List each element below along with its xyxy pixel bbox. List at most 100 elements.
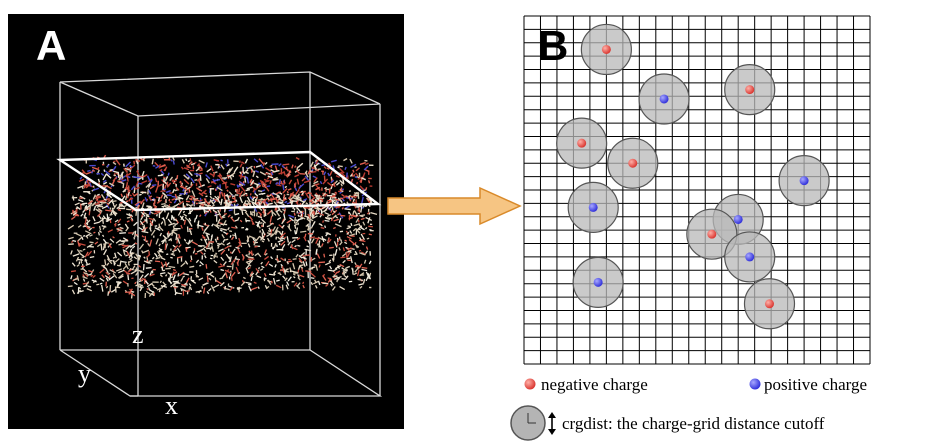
membrane-atom bbox=[331, 193, 336, 196]
membrane-atom bbox=[188, 197, 193, 201]
membrane-atom bbox=[247, 266, 251, 270]
membrane-atom bbox=[159, 280, 162, 284]
membrane-atom bbox=[208, 242, 211, 248]
membrane-atom bbox=[315, 264, 319, 271]
membrane-atom bbox=[293, 216, 297, 224]
membrane-atom bbox=[146, 240, 149, 243]
membrane-atom bbox=[213, 253, 216, 258]
membrane-atom bbox=[339, 286, 346, 291]
membrane-atom bbox=[104, 170, 111, 176]
membrane-atom bbox=[118, 275, 124, 279]
membrane-atom bbox=[132, 175, 140, 179]
membrane-atom bbox=[355, 227, 361, 234]
membrane-atom bbox=[130, 217, 134, 221]
membrane-atom bbox=[311, 184, 316, 188]
membrane-atom bbox=[313, 164, 317, 170]
membrane-atom bbox=[188, 286, 191, 291]
membrane-atom bbox=[323, 166, 327, 170]
membrane-atom bbox=[238, 241, 242, 246]
membrane-atom bbox=[203, 203, 210, 208]
membrane-atom bbox=[313, 264, 317, 267]
membrane-atom bbox=[278, 272, 282, 276]
membrane-atom bbox=[142, 264, 145, 271]
membrane-atom bbox=[299, 252, 306, 258]
membrane-atom bbox=[332, 210, 336, 213]
membrane-atom bbox=[134, 200, 141, 206]
membrane-atom bbox=[327, 277, 333, 281]
membrane-atom bbox=[285, 284, 289, 290]
membrane-atom bbox=[209, 199, 215, 205]
membrane-atom bbox=[210, 242, 213, 245]
membrane-atom bbox=[117, 171, 120, 178]
membrane-atom bbox=[235, 266, 240, 274]
legend: negative charge positive charge crgdist:… bbox=[510, 375, 867, 441]
membrane-atom bbox=[359, 185, 365, 191]
membrane-atom bbox=[208, 277, 212, 281]
membrane-atom bbox=[234, 232, 237, 240]
membrane-atom bbox=[84, 230, 92, 235]
membrane-atom bbox=[83, 272, 88, 275]
membrane-atom bbox=[213, 179, 221, 182]
membrane-atom bbox=[332, 275, 338, 278]
membrane-atom bbox=[114, 286, 121, 289]
membrane-atom bbox=[322, 178, 329, 185]
membrane-atom bbox=[365, 246, 369, 250]
membrane-atom bbox=[182, 188, 185, 192]
membrane-atom bbox=[282, 163, 290, 166]
membrane-atom bbox=[150, 211, 154, 215]
membrane-atom bbox=[129, 268, 134, 271]
membrane-atom bbox=[170, 159, 173, 162]
membrane-atom bbox=[314, 285, 318, 289]
membrane-atom bbox=[88, 181, 92, 187]
membrane-atom bbox=[220, 242, 225, 246]
membrane-atom bbox=[253, 165, 256, 169]
membrane-atom bbox=[278, 179, 281, 186]
membrane-atom bbox=[240, 185, 246, 193]
membrane-atom bbox=[334, 223, 342, 228]
membrane-atom bbox=[81, 236, 84, 240]
membrane-atom bbox=[116, 204, 122, 210]
membrane-atom bbox=[356, 181, 359, 185]
membrane-atom bbox=[275, 191, 281, 195]
membrane-atom bbox=[297, 265, 301, 270]
positive-charge-legend-marker bbox=[749, 378, 761, 390]
membrane-atom bbox=[96, 193, 100, 196]
membrane-atom bbox=[104, 274, 111, 280]
membrane-atom bbox=[133, 256, 138, 260]
panel-a-label: A bbox=[36, 22, 66, 69]
membrane-atom bbox=[206, 168, 212, 173]
membrane-atom bbox=[115, 239, 122, 244]
membrane-atom bbox=[222, 219, 227, 226]
membrane-atom bbox=[288, 179, 293, 185]
membrane-atom bbox=[293, 183, 296, 188]
membrane-atom bbox=[351, 198, 356, 205]
membrane-atom bbox=[195, 214, 198, 220]
membrane-atom bbox=[101, 225, 107, 228]
membrane-atom bbox=[91, 202, 97, 207]
membrane-atom bbox=[177, 233, 181, 239]
membrane-atom bbox=[195, 259, 200, 264]
membrane-atom bbox=[255, 221, 259, 224]
membrane-atom bbox=[230, 258, 236, 265]
membrane-atom bbox=[178, 199, 181, 203]
membrane-atom bbox=[353, 272, 358, 276]
membrane-atom bbox=[269, 172, 273, 178]
membrane-atom bbox=[166, 182, 172, 188]
membrane-atom bbox=[354, 241, 357, 245]
membrane-atom bbox=[71, 240, 74, 243]
membrane-atom bbox=[129, 248, 133, 254]
membrane-atom bbox=[214, 238, 218, 243]
membrane-atom bbox=[76, 249, 82, 255]
membrane-atom bbox=[75, 256, 80, 262]
negative-charge-dot bbox=[745, 85, 755, 95]
membrane-atom bbox=[313, 177, 318, 183]
membrane-atom bbox=[281, 165, 285, 169]
membrane-atom bbox=[295, 253, 299, 258]
membrane-atom bbox=[95, 237, 99, 240]
membrane-atom bbox=[276, 279, 280, 282]
membrane-atom bbox=[341, 267, 348, 272]
membrane-atom bbox=[258, 266, 261, 270]
membrane-atom bbox=[294, 165, 297, 168]
membrane-atom bbox=[255, 175, 259, 179]
membrane-atom bbox=[226, 242, 231, 246]
